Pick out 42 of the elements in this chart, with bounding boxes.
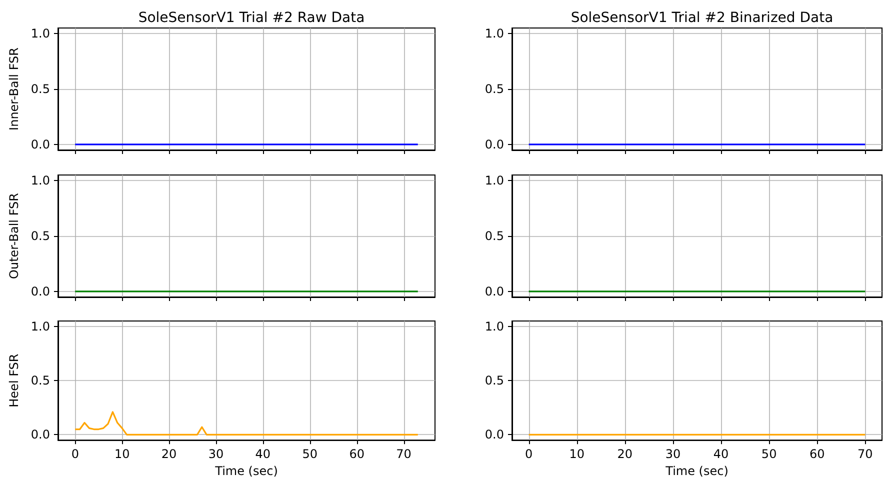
y-tick-label: 0.5 (484, 374, 504, 388)
x-tick-label: 10 (114, 447, 130, 462)
y-axis-title: Inner-Ball FSR (7, 48, 21, 130)
y-axis-title: Outer-Ball FSR (7, 193, 21, 279)
y-tick-label: 0.0 (30, 284, 50, 298)
y-tick-label: 0.5 (484, 82, 504, 96)
y-tick-label: 1.0 (30, 319, 50, 334)
x-tick-label: 0 (525, 447, 533, 462)
x-tick-label: 50 (761, 447, 777, 462)
x-tick-label: 40 (713, 447, 729, 462)
x-tick-label: 30 (208, 447, 224, 462)
y-tick-label: 1.0 (30, 26, 50, 41)
x-tick-label: 70 (858, 447, 873, 462)
y-tick-label: 0.5 (30, 229, 50, 243)
x-tick-label: 10 (569, 447, 585, 462)
x-tick-label: 60 (349, 447, 364, 462)
y-tick-label: 0.0 (484, 428, 504, 442)
x-axis-title: Time (sec) (214, 464, 278, 478)
x-tick-label: 40 (255, 447, 271, 462)
y-tick-label: 1.0 (484, 26, 504, 41)
y-tick-label: 1.0 (30, 174, 50, 188)
x-tick-label: 20 (617, 447, 633, 462)
y-tick-label: 1.0 (484, 319, 504, 334)
y-axis-title: Heel FSR (7, 354, 21, 408)
x-tick-label: 60 (809, 447, 825, 462)
y-tick-label: 0.5 (30, 82, 50, 96)
y-tick-label: 0.5 (30, 374, 50, 388)
x-tick-label: 30 (665, 447, 681, 462)
y-tick-label: 0.5 (484, 229, 504, 243)
x-axis-title: Time (sec) (664, 464, 728, 478)
y-tick-label: 0.0 (30, 137, 50, 152)
x-tick-label: 20 (161, 447, 177, 462)
y-tick-label: 1.0 (484, 174, 504, 188)
x-tick-label: 50 (302, 447, 318, 462)
x-tick-label: 70 (396, 447, 412, 462)
x-tick-label: 0 (71, 447, 79, 462)
line-series (74, 411, 419, 436)
chart-title: SoleSensorV1 Trial #2 Raw Data (138, 10, 365, 26)
y-tick-label: 0.0 (30, 428, 50, 442)
y-tick-label: 0.0 (484, 137, 504, 152)
chart-title: SoleSensorV1 Trial #2 Binarized Data (570, 10, 834, 26)
y-tick-label: 0.0 (484, 284, 504, 298)
